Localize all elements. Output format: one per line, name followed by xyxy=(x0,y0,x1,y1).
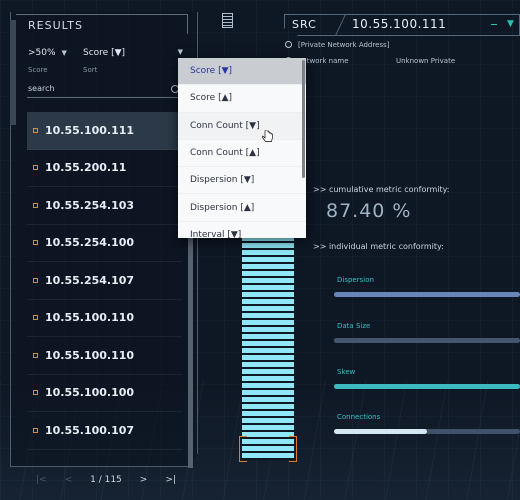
next-page-button[interactable]: > xyxy=(139,475,148,485)
pagination: |< < 1 / 115 > >| xyxy=(36,475,176,485)
metric-label-skew: Skew xyxy=(337,368,356,376)
results-list: 10.55.100.111 10.55.200.11 10.55.254.103… xyxy=(27,112,182,450)
bullet-icon xyxy=(33,165,38,171)
metric-label-dispersion: Dispersion xyxy=(337,276,374,284)
prev-page-button[interactable]: < xyxy=(64,475,73,485)
sort-caption: Sort xyxy=(83,66,98,74)
list-item[interactable]: 10.55.254.103 xyxy=(27,187,182,225)
dropdown-option[interactable]: Conn Count [▲] xyxy=(178,140,306,168)
list-item[interactable]: 10.55.100.107 xyxy=(27,412,182,450)
search-input[interactable]: search xyxy=(27,84,179,98)
dropdown-scrollbar[interactable] xyxy=(302,60,305,178)
dropdown-option[interactable]: Score [▲] xyxy=(178,85,306,113)
metric-fill xyxy=(334,292,520,297)
info-icon xyxy=(285,41,292,48)
metric-bar-skew xyxy=(334,384,520,389)
dropdown-option[interactable]: Dispersion [▲] xyxy=(178,194,306,222)
bullet-icon xyxy=(33,390,38,396)
cumulative-label: >> cumulative metric conformity: xyxy=(313,185,450,194)
bullet-icon xyxy=(33,202,38,208)
minimize-icon[interactable] xyxy=(491,24,497,25)
list-item[interactable]: 10.55.100.111 xyxy=(27,112,182,150)
metric-bar-dispersion xyxy=(334,292,520,297)
results-scrollbar[interactable] xyxy=(188,178,193,468)
dropdown-option[interactable]: Interval [▼] xyxy=(178,222,306,238)
search-placeholder: search xyxy=(28,84,55,93)
metric-bar-data-size xyxy=(334,338,520,343)
score-filter-caption: Score xyxy=(28,66,48,74)
dropdown-option[interactable]: Score [▼] xyxy=(178,58,306,86)
results-title: RESULTS xyxy=(16,14,188,34)
list-item[interactable]: 10.55.254.107 xyxy=(27,262,182,300)
last-page-button[interactable]: >| xyxy=(165,475,176,485)
bullet-icon xyxy=(33,427,38,433)
bullet-icon xyxy=(33,352,38,358)
list-item[interactable]: 10.55.254.100 xyxy=(27,225,182,262)
filter-icon[interactable]: ▼ xyxy=(507,19,514,29)
cumulative-value: 87.40 % xyxy=(326,200,412,222)
bullet-icon xyxy=(33,277,38,283)
panel-rail xyxy=(10,20,16,125)
chevron-down-icon: ▼ xyxy=(61,49,67,57)
bullet-icon xyxy=(33,127,38,133)
metric-bar-connections xyxy=(334,429,520,434)
network-name-label: network name xyxy=(298,57,349,65)
page-indicator: 1 / 115 xyxy=(90,475,122,485)
bullet-icon xyxy=(33,315,38,321)
results-panel xyxy=(10,12,198,467)
metric-fill xyxy=(334,429,427,434)
metric-fill xyxy=(334,384,520,389)
list-item[interactable]: 10.55.100.110 xyxy=(27,337,182,375)
individual-label: >> individual metric conformity: xyxy=(313,242,444,251)
list-item[interactable]: 10.55.200.11 xyxy=(27,150,182,187)
network-type: [Private Network Address] xyxy=(298,41,390,49)
src-ip: 10.55.100.111 xyxy=(352,17,447,31)
sort-value: Score [▼] xyxy=(83,48,126,58)
dropdown-option[interactable]: Conn Count [▼] xyxy=(178,112,306,140)
bullet-icon xyxy=(33,240,38,246)
conformity-gauge xyxy=(239,236,297,462)
dropdown-option[interactable]: Dispersion [▼] xyxy=(178,167,306,195)
sort-select[interactable]: Score [▼] ▼ xyxy=(83,48,183,58)
document-icon[interactable] xyxy=(222,13,233,28)
hand-cursor-icon xyxy=(262,130,273,142)
chevron-down-icon: ▼ xyxy=(177,48,183,56)
score-filter-select[interactable]: >50% ▼ xyxy=(28,48,67,58)
metric-fill xyxy=(334,338,520,343)
network-name-value: Unknown Private xyxy=(396,57,456,65)
list-item[interactable]: 10.55.100.110 xyxy=(27,300,182,337)
metric-label-data-size: Data Size xyxy=(337,322,371,330)
sort-dropdown-menu: Score [▼] Score [▲] Conn Count [▼] Conn … xyxy=(178,58,306,238)
metric-label-connections: Connections xyxy=(337,413,381,421)
gauge-bars xyxy=(242,236,294,460)
first-page-button[interactable]: |< xyxy=(36,475,47,485)
gauge-bracket-left xyxy=(239,436,247,462)
list-item[interactable]: 10.55.100.100 xyxy=(27,375,182,412)
src-label: SRC xyxy=(292,18,317,31)
score-filter-value: >50% xyxy=(28,48,56,58)
gauge-bracket-right xyxy=(289,436,297,462)
